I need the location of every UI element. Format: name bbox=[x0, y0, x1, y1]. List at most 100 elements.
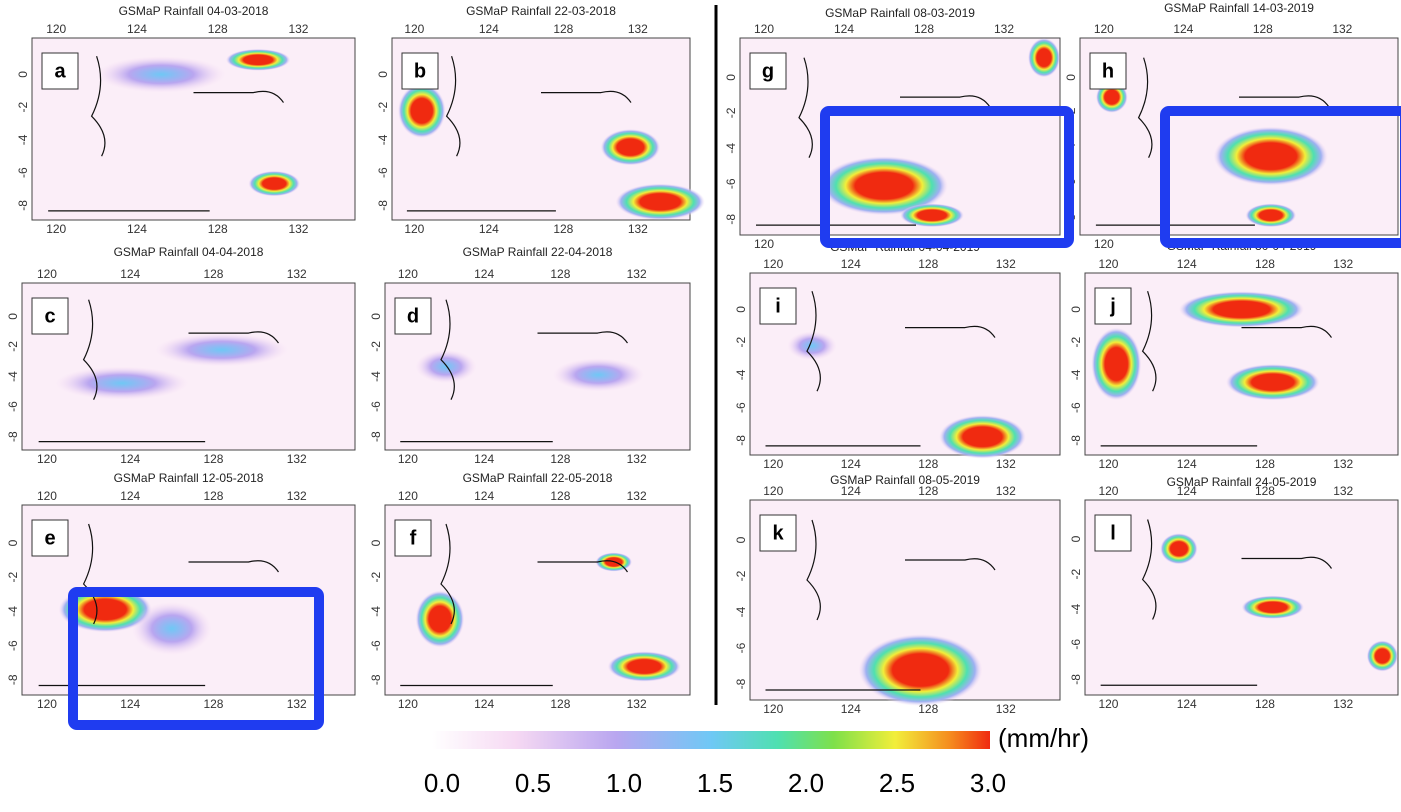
lat-tick-label: -4 bbox=[6, 606, 20, 617]
lon-tick-label: 128 bbox=[550, 489, 570, 503]
lon-tick-label: 124 bbox=[834, 22, 854, 36]
lat-tick-label: 0 bbox=[734, 306, 748, 313]
lat-tick-label: 0 bbox=[16, 71, 30, 78]
lat-tick-label: -8 bbox=[1069, 435, 1083, 446]
lat-tick-label: -2 bbox=[369, 572, 383, 583]
panel-label: f bbox=[410, 527, 417, 549]
lat-tick-label: -8 bbox=[376, 200, 390, 211]
map-panel: GSMaP Rainfall 14-03-2019120120124124128… bbox=[1064, 1, 1398, 251]
panel-title: GSMaP Rainfall 12-05-2018 bbox=[114, 471, 264, 485]
lat-tick-label: -4 bbox=[1069, 369, 1083, 380]
lon-tick-label: 132 bbox=[287, 452, 307, 466]
lon-tick-label: 120 bbox=[763, 702, 783, 716]
lon-tick-label: 124 bbox=[120, 267, 140, 281]
rain-area bbox=[1242, 596, 1305, 619]
colorbar-tick-label: 1.0 bbox=[606, 768, 642, 798]
lon-tick-label: 124 bbox=[479, 222, 499, 236]
lon-tick-label: 124 bbox=[1177, 257, 1197, 271]
lat-tick-label: -6 bbox=[1069, 402, 1083, 413]
lat-tick-label: -8 bbox=[734, 678, 748, 689]
lat-tick-label: -6 bbox=[734, 402, 748, 413]
lon-tick-label: 132 bbox=[996, 257, 1016, 271]
lon-tick-label: 124 bbox=[474, 489, 494, 503]
rain-area bbox=[616, 184, 705, 220]
lat-tick-label: -2 bbox=[16, 101, 30, 112]
lat-tick-label: -8 bbox=[369, 431, 383, 442]
map-background bbox=[1085, 500, 1398, 695]
lon-tick-label: 120 bbox=[1094, 237, 1114, 251]
rain-area bbox=[155, 333, 288, 366]
panel-label: a bbox=[54, 60, 66, 82]
lat-tick-label: -6 bbox=[734, 642, 748, 653]
lon-tick-label: 120 bbox=[37, 452, 57, 466]
lat-tick-label: -4 bbox=[6, 371, 20, 382]
lon-tick-label: 132 bbox=[994, 22, 1014, 36]
lon-tick-label: 124 bbox=[474, 267, 494, 281]
rain-area bbox=[939, 415, 1026, 459]
rain-area bbox=[1367, 640, 1398, 671]
lon-tick-label: 124 bbox=[841, 457, 861, 471]
colorbar-tick-label: 2.0 bbox=[788, 768, 824, 798]
panel-title: GSMaP Rainfall 04-03-2018 bbox=[119, 4, 269, 18]
panel-title: GSMaP Rainfall 22-03-2018 bbox=[466, 4, 616, 18]
rain-area bbox=[97, 56, 226, 92]
map-panel: GSMaP Rainfall 22-03-2018120120124124128… bbox=[376, 4, 705, 236]
lon-tick-label: 128 bbox=[550, 697, 570, 711]
lon-tick-label: 132 bbox=[287, 267, 307, 281]
rain-area bbox=[132, 602, 212, 655]
lat-tick-label: -2 bbox=[1069, 336, 1083, 347]
lat-tick-label: -2 bbox=[1069, 568, 1083, 579]
rain-area bbox=[248, 171, 300, 196]
lon-tick-label: 128 bbox=[553, 22, 573, 36]
lon-tick-label: 120 bbox=[398, 697, 418, 711]
lat-tick-label: -8 bbox=[724, 214, 738, 225]
lat-tick-label: -8 bbox=[6, 674, 20, 685]
lon-tick-label: 124 bbox=[474, 452, 494, 466]
lat-tick-label: -4 bbox=[369, 371, 383, 382]
lat-tick-label: -2 bbox=[734, 336, 748, 347]
lat-tick-label: -8 bbox=[1069, 674, 1083, 685]
map-panel: GSMaP Rainfall 04-04-2018120120124124128… bbox=[6, 245, 355, 466]
lat-tick-label: 0 bbox=[724, 74, 738, 81]
lon-tick-label: 124 bbox=[127, 222, 147, 236]
colorbar-tick-label: 0.0 bbox=[424, 768, 460, 798]
lon-tick-label: 124 bbox=[120, 489, 140, 503]
lat-tick-label: 0 bbox=[6, 313, 20, 320]
map-panel: GSMaP Rainfall 24-05-2019120120124124128… bbox=[1069, 475, 1398, 711]
panel-label: h bbox=[1102, 60, 1114, 82]
rain-area bbox=[900, 203, 964, 227]
panel-label: d bbox=[407, 305, 419, 327]
lon-tick-label: 128 bbox=[203, 267, 223, 281]
lon-tick-label: 120 bbox=[46, 22, 66, 36]
lon-tick-label: 124 bbox=[1173, 22, 1193, 36]
lon-tick-label: 120 bbox=[1098, 457, 1118, 471]
lon-tick-label: 132 bbox=[1332, 22, 1352, 36]
lon-tick-label: 120 bbox=[398, 489, 418, 503]
map-panel: GSMaP Rainfall 04-03-2018120120124124128… bbox=[16, 4, 355, 236]
page: GSMaP Rainfall 04-03-2018 120 120 124 124 128… bbox=[0, 0, 1401, 812]
lat-tick-label: -6 bbox=[369, 401, 383, 412]
colorbar-tick-label: 3.0 bbox=[970, 768, 1006, 798]
colorbar-tick-label: 0.5 bbox=[515, 768, 551, 798]
lon-tick-label: 120 bbox=[46, 222, 66, 236]
rain-area bbox=[1245, 203, 1296, 227]
map-background bbox=[22, 283, 355, 450]
lon-tick-label: 132 bbox=[996, 484, 1016, 498]
panel-label: j bbox=[1109, 295, 1116, 317]
lat-tick-label: 0 bbox=[376, 71, 390, 78]
figure: GSMaP Rainfall 04-03-2018 120 120 124 124 128… bbox=[0, 0, 1401, 807]
lon-tick-label: 124 bbox=[479, 22, 499, 36]
lat-tick-label: -2 bbox=[376, 101, 390, 112]
lat-tick-label: -6 bbox=[369, 640, 383, 651]
lon-tick-label: 124 bbox=[841, 257, 861, 271]
lat-tick-label: -4 bbox=[734, 606, 748, 617]
colorbar bbox=[432, 731, 990, 749]
lat-tick-label: -2 bbox=[724, 107, 738, 118]
lon-tick-label: 124 bbox=[841, 484, 861, 498]
lat-tick-label: 0 bbox=[1064, 74, 1078, 81]
lon-tick-label: 132 bbox=[996, 457, 1016, 471]
lat-tick-label: 0 bbox=[734, 536, 748, 543]
colorbar-ticks: 0.00.51.01.52.02.53.0 bbox=[424, 768, 1006, 798]
lat-tick-label: -6 bbox=[724, 178, 738, 189]
lon-tick-label: 128 bbox=[550, 267, 570, 281]
